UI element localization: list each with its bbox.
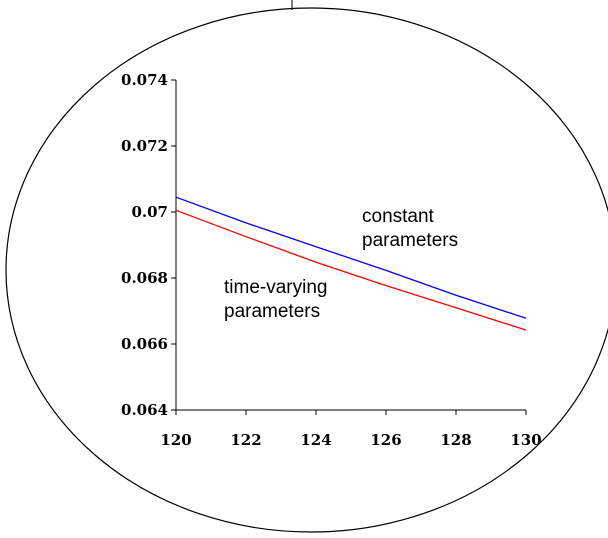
annotation-group: constant parameters time-varying parameters (224, 206, 458, 322)
annotation-line: parameters (362, 230, 458, 251)
series-line-0 (175, 196, 527, 319)
x-tick-label: 120 (160, 431, 191, 449)
y-tick-label: 0.072 (121, 137, 168, 155)
series-group (175, 196, 527, 331)
x-tick-label: 122 (230, 431, 261, 449)
series-annotation-0: constant parameters (362, 206, 458, 251)
y-ticks: 0.064 0.066 0.068 0.07 0.072 0.074 (121, 71, 176, 419)
annotation-line: constant (362, 206, 435, 227)
annotation-line: time-varying (224, 277, 327, 298)
y-tick-label: 0.068 (121, 269, 168, 287)
x-tick-label: 130 (510, 431, 541, 449)
x-tick-label: 128 (440, 431, 471, 449)
series-line-1 (175, 209, 527, 331)
y-tick-label: 0.064 (121, 401, 168, 419)
y-tick-label: 0.066 (121, 335, 168, 353)
x-tick-label: 126 (370, 431, 401, 449)
frame-ellipse (5, 7, 608, 533)
y-tick-label: 0.074 (121, 71, 168, 89)
x-tick-label: 124 (300, 431, 331, 449)
x-ticks: 120 122 124 126 128 130 (160, 410, 542, 449)
annotation-line: parameters (224, 301, 320, 322)
y-tick-label: 0.07 (131, 203, 168, 221)
series-annotation-1: time-varying parameters (224, 277, 327, 322)
